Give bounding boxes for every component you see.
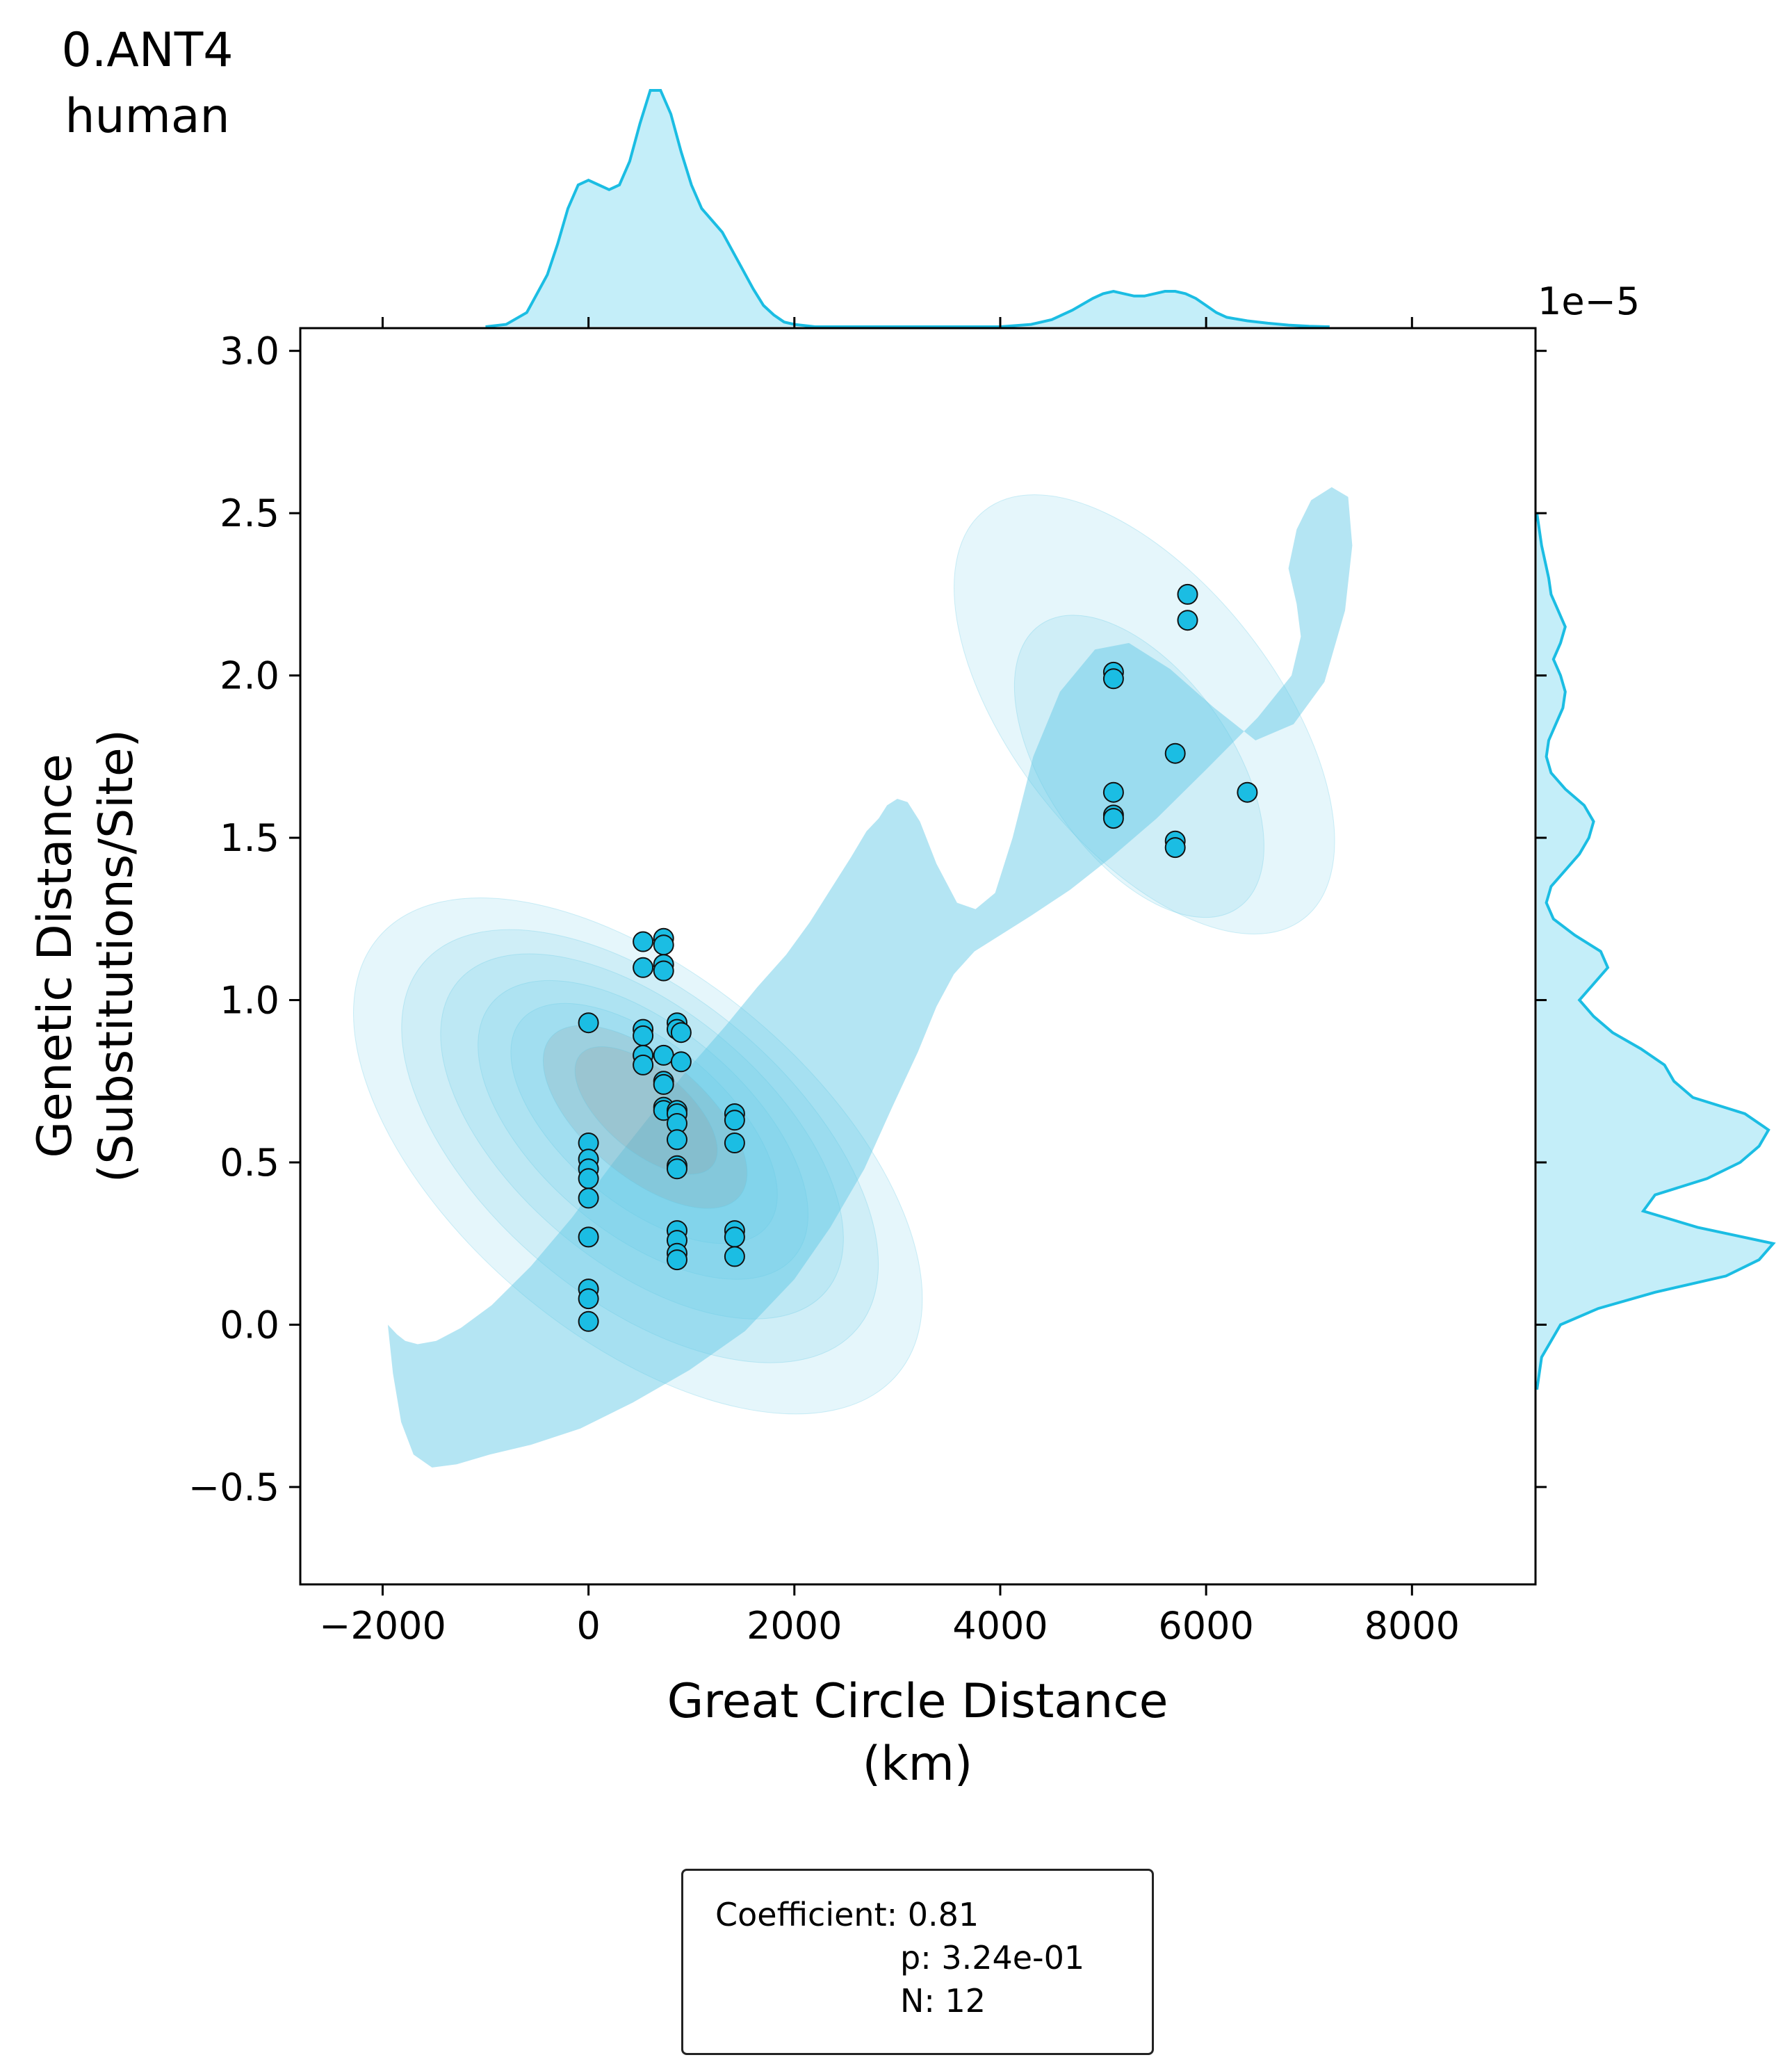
kde-level-3 [353, 898, 923, 1415]
data-point [1177, 583, 1198, 605]
data-point [633, 1025, 654, 1046]
panel-title-line1: 0.ANT4 [61, 23, 233, 78]
data-point [1164, 837, 1186, 859]
x-axis-label-line1: Great Circle Distance [667, 1674, 1168, 1729]
data-point [1102, 781, 1124, 803]
x-tick-label: 4000 [952, 1604, 1048, 1648]
data-point [578, 1187, 599, 1209]
scatter-points [578, 583, 1258, 1332]
data-point [724, 1133, 745, 1153]
y-axis-label-line1: Genetic Distance [28, 754, 83, 1158]
data-point [653, 1044, 674, 1066]
y-tick-label: 2.5 [220, 492, 279, 535]
data-point [670, 1051, 692, 1073]
y-tick-label: 3.0 [220, 330, 279, 373]
y-axis-label-line2: (Substitutions/Site) [89, 729, 144, 1183]
plot-frame [299, 327, 1537, 1586]
x-tick-label: −2000 [319, 1604, 446, 1648]
y-tick-label: 1.5 [220, 816, 279, 860]
data-point [667, 1129, 687, 1151]
data-point [578, 1168, 599, 1190]
data-point [633, 957, 654, 978]
data-point [724, 1226, 745, 1248]
data-point [633, 1054, 654, 1075]
y-tick-label: 1.0 [220, 979, 279, 1023]
x-axis-label-line2: (km) [863, 1737, 973, 1792]
y-marginal-fill [1537, 513, 1773, 1390]
kde-level-outer [387, 487, 1353, 1468]
stats-p-value: p: 3.24e-01 [900, 1939, 1085, 1976]
x-marginal-fill [485, 90, 1330, 327]
y-tick-label: 0.0 [220, 1303, 279, 1347]
data-point [633, 931, 654, 952]
x-axis-ticks: −2000 0 2000 4000 6000 8000 [319, 317, 1460, 1648]
data-point [667, 1249, 687, 1271]
kde-level-1 [954, 494, 1335, 935]
data-point [1164, 742, 1186, 764]
data-point [724, 1110, 745, 1131]
stats-box: Coefficient: 0.81 p: 3.24e-01 N: 12 [681, 1869, 1154, 2055]
y-marginal-kde [1536, 512, 1776, 1390]
data-point [578, 1288, 599, 1310]
x-tick-label: 8000 [1365, 1604, 1460, 1648]
data-point [1102, 808, 1124, 829]
y-tick-label: 0.5 [220, 1141, 279, 1185]
y-tick-label: 2.0 [220, 654, 279, 698]
y-axis-ticks: −0.5 0.0 0.5 1.0 1.5 2.0 2.5 3.0 [188, 330, 1547, 1509]
x-tick-label: 0 [576, 1604, 600, 1648]
data-point [653, 1073, 674, 1095]
y-tick-label: −0.5 [188, 1466, 279, 1509]
panel-title-line2: human [65, 89, 229, 144]
data-point [724, 1246, 745, 1267]
x-marginal-kde [485, 89, 1330, 328]
data-point [1102, 668, 1124, 690]
kde-contours [353, 487, 1353, 1468]
data-point [1177, 610, 1198, 631]
data-point [578, 1310, 599, 1332]
y-marginal-line [1536, 512, 1776, 1390]
kde-level-2 [1013, 615, 1264, 918]
kde-level-6 [478, 980, 809, 1280]
data-point [670, 1022, 692, 1044]
data-point [653, 960, 674, 982]
x-tick-label: 6000 [1158, 1604, 1253, 1648]
data-point [578, 1012, 599, 1034]
stats-n: N: 12 [900, 1982, 986, 2020]
kde-level-4 [401, 929, 879, 1363]
x-tick-label: 2000 [747, 1604, 842, 1648]
stats-coefficient: Coefficient: 0.81 [715, 1896, 979, 1933]
data-point [667, 1158, 687, 1180]
data-point [578, 1226, 599, 1248]
y-offset-label: 1e−5 [1538, 279, 1640, 323]
data-point [1237, 781, 1258, 803]
data-point [653, 934, 674, 956]
